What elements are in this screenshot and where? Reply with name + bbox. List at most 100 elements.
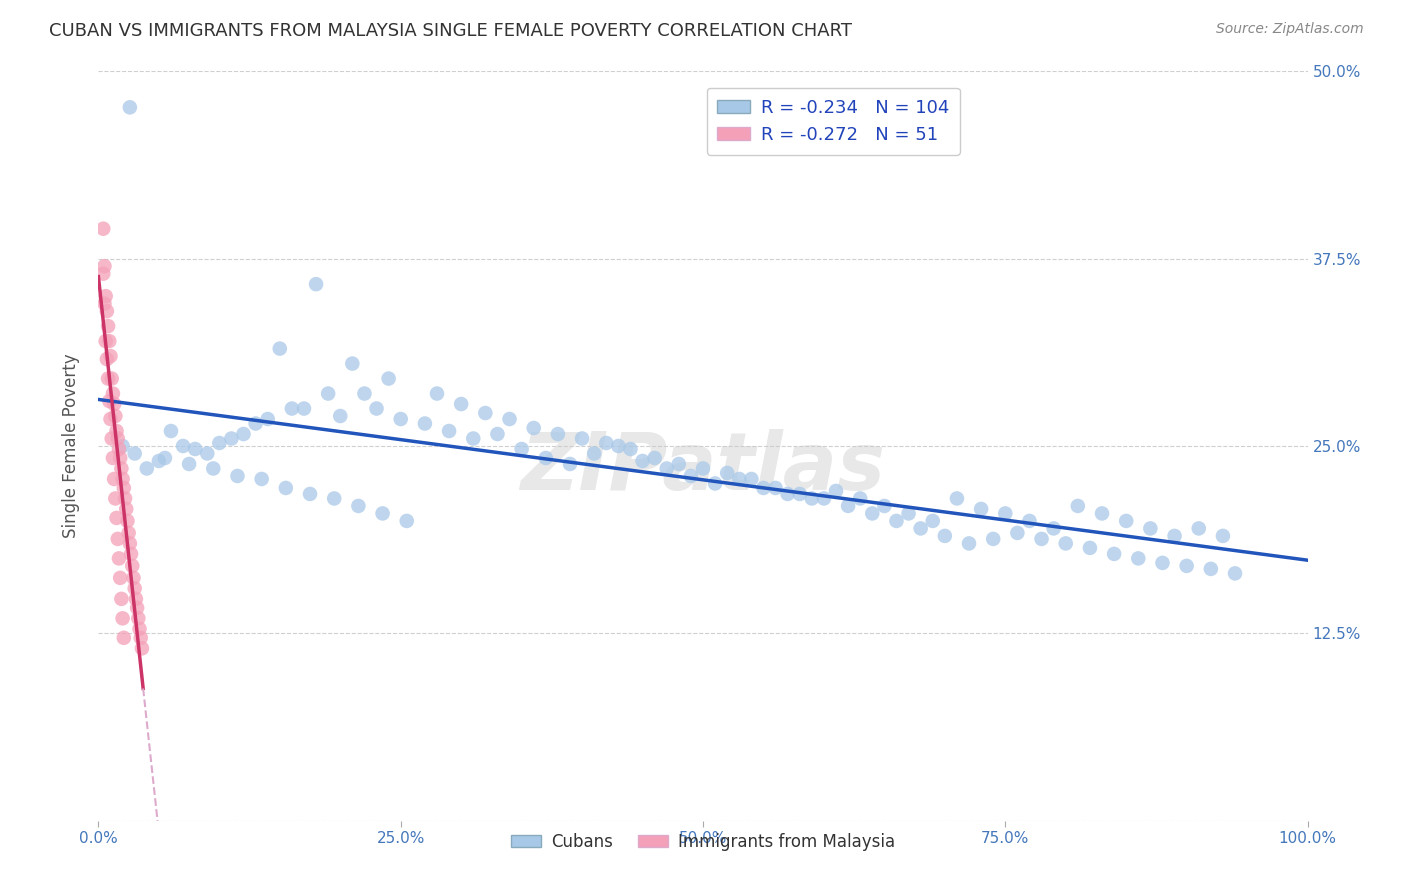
Point — [108, 551, 131, 566]
Point — [583, 446, 606, 460]
Point — [127, 611, 149, 625]
Point — [124, 582, 146, 596]
Point — [860, 507, 883, 521]
Point — [547, 427, 569, 442]
Point — [122, 571, 145, 585]
Point — [100, 432, 122, 446]
Text: CUBAN VS IMMIGRANTS FROM MALAYSIA SINGLE FEMALE POVERTY CORRELATION CHART: CUBAN VS IMMIGRANTS FROM MALAYSIA SINGLE… — [49, 22, 852, 40]
Point — [1067, 499, 1090, 513]
Point — [342, 357, 364, 371]
Point — [934, 529, 956, 543]
Point — [752, 481, 775, 495]
Point — [463, 432, 485, 446]
Point — [208, 436, 231, 450]
Point — [426, 386, 449, 401]
Point — [366, 401, 388, 416]
Point — [108, 442, 131, 456]
Point — [105, 424, 128, 438]
Point — [957, 536, 980, 550]
Point — [110, 461, 132, 475]
Point — [510, 442, 533, 456]
Point — [281, 401, 304, 416]
Point — [1188, 521, 1211, 535]
Point — [127, 600, 149, 615]
Point — [644, 450, 666, 465]
Point — [704, 476, 727, 491]
Point — [120, 547, 142, 561]
Point — [195, 446, 218, 460]
Point — [172, 439, 194, 453]
Point — [135, 461, 157, 475]
Point — [655, 461, 678, 475]
Point — [93, 296, 115, 310]
Point — [107, 532, 129, 546]
Point — [100, 412, 122, 426]
Point — [103, 472, 125, 486]
Text: ZIPatlas: ZIPatlas — [520, 429, 886, 508]
Point — [269, 342, 291, 356]
Point — [118, 525, 141, 540]
Point — [716, 466, 738, 480]
Point — [121, 558, 143, 573]
Point — [274, 481, 297, 495]
Point — [994, 507, 1017, 521]
Point — [728, 472, 751, 486]
Point — [371, 507, 394, 521]
Point — [740, 472, 762, 486]
Point — [800, 491, 823, 506]
Point — [104, 409, 127, 423]
Point — [114, 491, 136, 506]
Point — [474, 406, 496, 420]
Point — [105, 511, 128, 525]
Point — [91, 267, 114, 281]
Point — [347, 499, 370, 513]
Point — [111, 439, 134, 453]
Point — [250, 472, 273, 486]
Point — [128, 622, 150, 636]
Point — [256, 412, 278, 426]
Point — [101, 386, 124, 401]
Point — [91, 221, 114, 235]
Point — [1042, 521, 1064, 535]
Point — [232, 427, 254, 442]
Point — [94, 334, 117, 348]
Point — [1018, 514, 1040, 528]
Point — [1212, 529, 1234, 543]
Point — [679, 469, 702, 483]
Point — [153, 450, 176, 465]
Point — [115, 502, 138, 516]
Legend: Cubans, Immigrants from Malaysia: Cubans, Immigrants from Malaysia — [505, 826, 901, 857]
Point — [437, 424, 460, 438]
Point — [124, 446, 146, 460]
Point — [125, 591, 148, 606]
Point — [245, 417, 267, 431]
Point — [619, 442, 641, 456]
Point — [873, 499, 896, 513]
Point — [329, 409, 352, 423]
Point — [1091, 507, 1114, 521]
Point — [1139, 521, 1161, 535]
Point — [1199, 562, 1222, 576]
Point — [1223, 566, 1246, 581]
Point — [117, 514, 139, 528]
Point — [111, 472, 134, 486]
Point — [299, 487, 322, 501]
Point — [607, 439, 630, 453]
Text: Source: ZipAtlas.com: Source: ZipAtlas.com — [1216, 22, 1364, 37]
Point — [221, 432, 243, 446]
Point — [1031, 532, 1053, 546]
Point — [98, 394, 121, 409]
Point — [789, 487, 811, 501]
Point — [1007, 525, 1029, 540]
Point — [558, 457, 581, 471]
Point — [179, 457, 201, 471]
Point — [305, 277, 328, 292]
Point — [97, 319, 120, 334]
Point — [970, 502, 993, 516]
Point — [323, 491, 346, 506]
Point — [1163, 529, 1185, 543]
Point — [107, 432, 129, 446]
Point — [692, 461, 714, 475]
Point — [97, 371, 120, 385]
Point — [413, 417, 436, 431]
